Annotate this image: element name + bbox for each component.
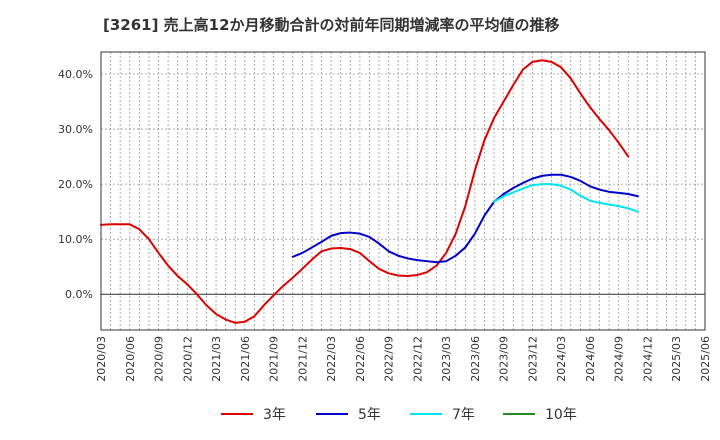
x-tick-label: 2023/03 [440,336,453,382]
y-tick-label: 30.0% [58,123,93,136]
x-tick-label: 2024/09 [613,336,626,382]
legend-label-7年: 7年 [452,407,475,423]
x-tick-label: 2025/06 [699,336,712,382]
y-tick-label: 20.0% [58,178,93,191]
x-tick-label: 2022/12 [411,336,424,382]
x-tick-label: 2022/06 [354,336,367,382]
series-line-5年 [291,173,639,264]
x-tick-label: 2021/03 [210,336,223,382]
x-tick-label: 2023/06 [469,336,482,382]
x-tick-label: 2023/12 [526,336,539,382]
x-tick-label: 2021/06 [239,336,252,382]
y-tick-label: 40.0% [58,68,93,81]
plot-frame [100,51,706,331]
x-tick-label: 2025/03 [670,336,683,382]
x-tick-label: 2021/09 [268,336,281,382]
x-tick-label: 2024/06 [584,336,597,382]
y-tick-label: 10.0% [58,233,93,246]
chart-title: [3261] 売上高12か月移動合計の対前年同期増減率の平均値の推移 [103,16,560,34]
series-line-7年 [493,183,639,213]
legend-label-3年: 3年 [263,407,286,423]
y-tick-label: 0.0% [65,288,93,301]
legend-label-10年: 10年 [545,407,577,423]
x-tick-label: 2021/12 [296,336,309,382]
x-tick-label: 2020/12 [181,336,194,382]
legend-label-5年: 5年 [358,407,381,423]
x-tick-label: 2024/03 [555,336,568,382]
x-tick-label: 2022/03 [325,336,338,382]
x-tick-label: 2020/03 [95,336,108,382]
x-tick-label: 2022/09 [383,336,396,382]
x-tick-label: 2020/06 [124,336,137,382]
x-tick-label: 2020/09 [153,336,166,382]
x-tick-label: 2023/09 [498,336,511,382]
series-line-3年 [100,59,630,324]
x-tick-label: 2024/12 [641,336,654,382]
